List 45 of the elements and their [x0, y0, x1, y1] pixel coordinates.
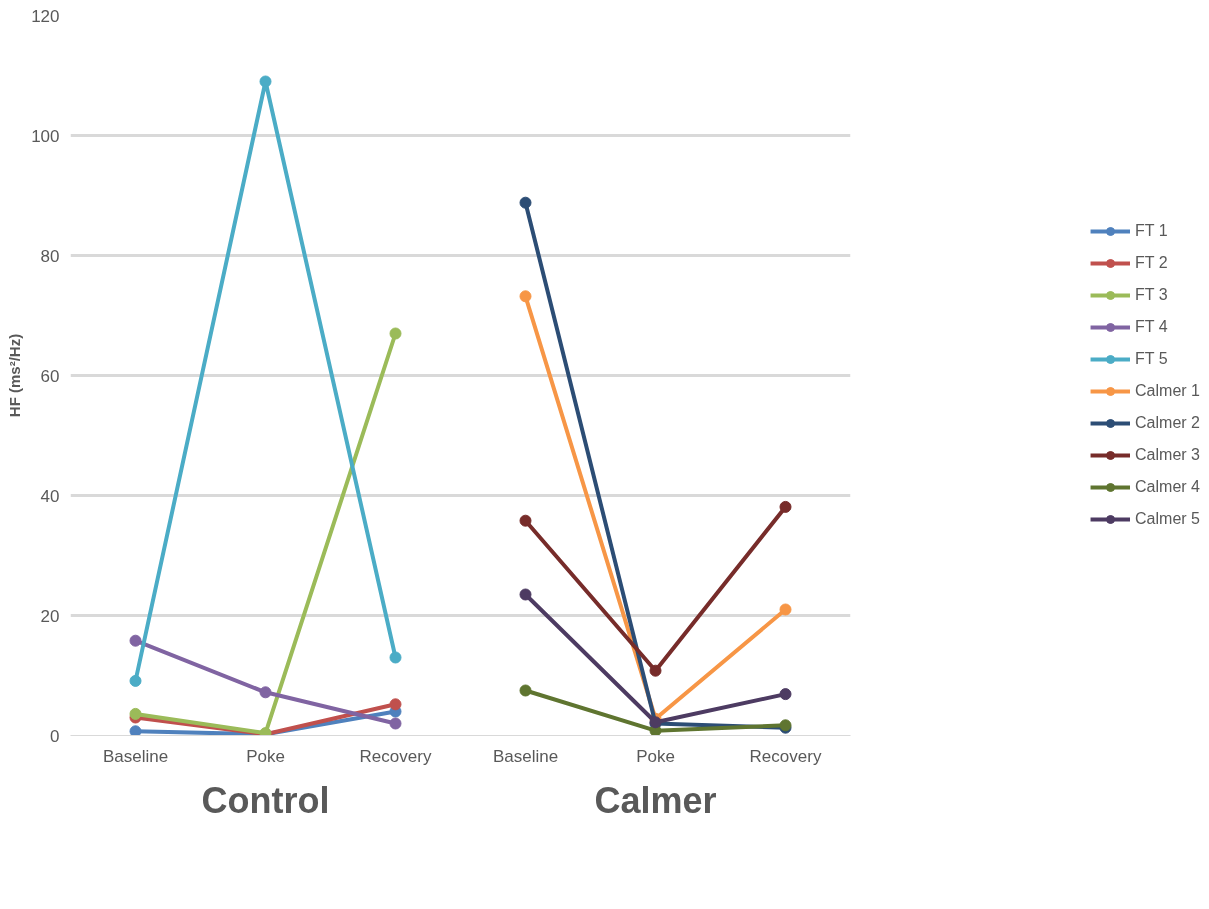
y-tick-label: 120: [31, 6, 60, 26]
legend-label: Calmer 4: [1135, 478, 1200, 496]
legend-label: Calmer 2: [1135, 414, 1200, 432]
point: [649, 664, 662, 677]
point: [519, 290, 532, 303]
point: [779, 500, 792, 513]
x-tick-label: Recovery: [359, 746, 432, 766]
point: [129, 725, 142, 736]
text: Control: [201, 779, 330, 821]
y-tick-label: 20: [40, 606, 60, 626]
point: [389, 698, 402, 711]
point: [259, 75, 272, 88]
point: [389, 327, 402, 340]
legend-label: FT 5: [1135, 350, 1168, 368]
point: [779, 603, 792, 616]
x-tick-label: Baseline: [102, 746, 169, 766]
legend-label: FT 4: [1135, 318, 1168, 336]
point: [129, 674, 142, 687]
point: [129, 707, 142, 720]
text: Calmer: [594, 779, 717, 821]
y-tick-label: 0: [50, 726, 60, 746]
legend-label: FT 1: [1135, 222, 1168, 240]
point: [519, 514, 532, 527]
x-tick-label: Recovery: [749, 746, 822, 766]
point: [129, 634, 142, 647]
x-tick-label: Baseline: [492, 746, 559, 766]
legend-label: FT 3: [1135, 286, 1168, 304]
y-tick-label: 40: [40, 486, 60, 506]
x-tick-label: Poke: [246, 746, 285, 766]
point: [389, 717, 402, 730]
x-tick-label: Poke: [636, 746, 675, 766]
y-tick-label: 80: [40, 246, 60, 266]
y-tick-label: 100: [31, 126, 60, 146]
y-axis-title: HF (ms²/Hz): [6, 333, 24, 418]
point: [519, 684, 532, 697]
point: [519, 196, 532, 209]
y-tick-label: 60: [40, 366, 60, 386]
legend-label: FT 2: [1135, 254, 1168, 272]
legend-label: Calmer 1: [1135, 382, 1200, 400]
legend-label: Calmer 5: [1135, 510, 1200, 528]
point: [779, 688, 792, 701]
point: [389, 651, 402, 664]
point: [259, 686, 272, 699]
point: [519, 588, 532, 601]
legend-label: Calmer 3: [1135, 446, 1200, 464]
